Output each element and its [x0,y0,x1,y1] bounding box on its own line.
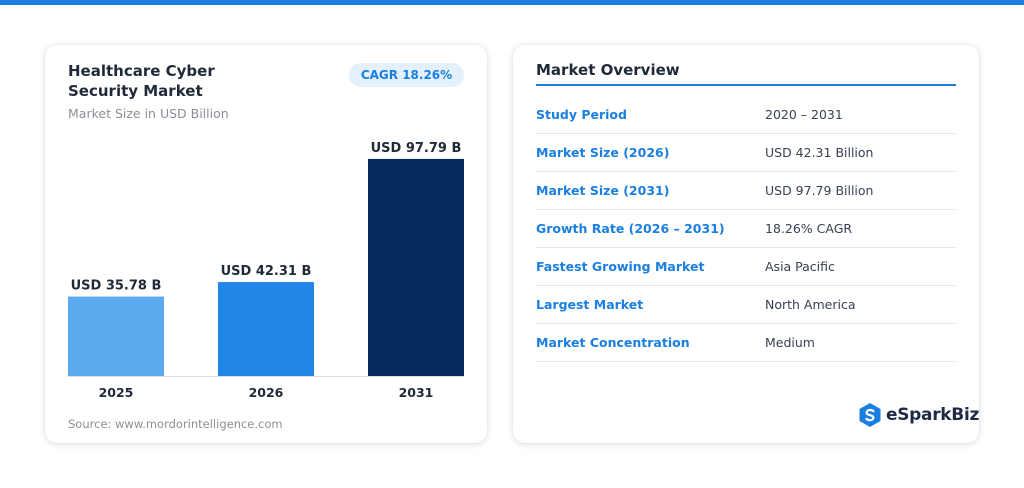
source-note: Source: www.mordorintelligence.com [68,417,283,431]
bar [368,158,464,376]
overview-table: Study Period 2020 – 2031 Market Size (20… [536,96,956,362]
chart-title: Healthcare Cyber Security Market [68,62,215,100]
overview-label: Fastest Growing Market [536,259,705,274]
overview-row: Market Concentration Medium [536,324,956,362]
top-accent-bar [0,0,1024,5]
overview-row: Growth Rate (2026 – 2031) 18.26% CAGR [536,210,956,248]
x-tick-label: 2026 [249,385,284,400]
data-label: USD 35.78 B [71,279,162,294]
overview-label: Market Concentration [536,335,690,350]
hexagon-s-icon [859,403,881,427]
overview-title-rule [536,84,956,86]
overview-value: USD 97.79 Billion [765,183,874,198]
overview-row: Study Period 2020 – 2031 [536,96,956,134]
data-label: USD 42.31 B [221,264,312,279]
x-tick-label: 2031 [399,385,434,400]
overview-label: Market Size (2031) [536,183,670,198]
esparkbiz-logo: eSparkBiz [858,402,979,428]
bar [218,282,314,376]
cagr-badge: CAGR 18.26% [349,63,464,87]
overview-row: Market Size (2031) USD 97.79 Billion [536,172,956,210]
chart-card: Healthcare Cyber Security Market Market … [45,45,487,443]
overview-title: Market Overview [536,61,680,79]
overview-label: Market Size (2026) [536,145,670,160]
x-tick-label: 2025 [99,385,134,400]
bar [68,296,164,376]
data-label: USD 97.79 B [371,141,462,156]
overview-value: 18.26% CAGR [765,221,853,236]
overview-label: Study Period [536,107,627,122]
chart-subtitle: Market Size in USD Billion [68,106,229,121]
overview-value: 2020 – 2031 [765,107,843,122]
bar-chart: USD 35.78 B 2025 USD 42.31 B 2026 USD 97.79 … [68,141,464,400]
overview-value: Medium [765,335,815,350]
overview-value: Asia Pacific [765,259,835,274]
overview-label: Growth Rate (2026 – 2031) [536,221,725,236]
overview-row: Market Size (2026) USD 42.31 Billion [536,134,956,172]
overview-value: USD 42.31 Billion [765,145,874,160]
overview-row: Fastest Growing Market Asia Pacific [536,248,956,286]
logo-text: eSparkBiz [886,405,980,425]
overview-value: North America [765,297,856,312]
overview-row: Largest Market North America [536,286,956,324]
market-overview-card: Market Overview Study Period 2020 – 2031… [513,45,979,443]
overview-label: Largest Market [536,297,644,312]
